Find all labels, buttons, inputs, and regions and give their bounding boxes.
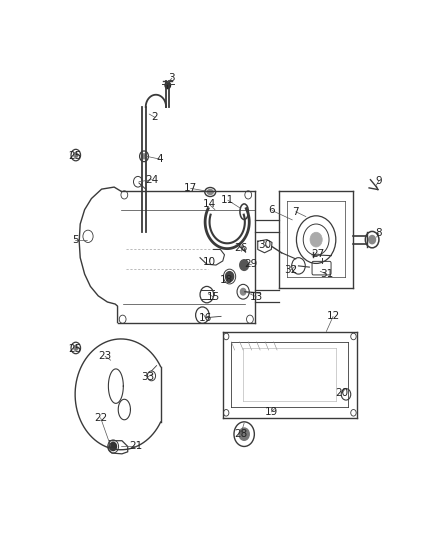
Text: 9: 9 (376, 176, 382, 186)
Text: 13: 13 (250, 292, 263, 302)
Text: 19: 19 (265, 407, 278, 417)
Text: 16: 16 (199, 313, 212, 324)
Circle shape (142, 154, 146, 159)
Circle shape (226, 272, 233, 281)
Text: 25: 25 (68, 151, 82, 161)
Text: 5: 5 (72, 235, 78, 245)
Text: 14: 14 (202, 199, 216, 209)
Text: 2: 2 (152, 112, 158, 122)
Text: 15: 15 (207, 292, 220, 302)
Circle shape (310, 232, 322, 247)
Text: 3: 3 (169, 74, 175, 83)
Circle shape (74, 152, 78, 158)
Text: 6: 6 (268, 206, 276, 215)
Text: 32: 32 (284, 265, 297, 275)
Text: 20: 20 (335, 388, 348, 398)
Circle shape (240, 260, 249, 270)
Ellipse shape (207, 190, 213, 195)
Text: 25: 25 (68, 344, 82, 354)
Text: 24: 24 (145, 175, 158, 185)
Text: 26: 26 (234, 243, 247, 253)
Text: 11: 11 (221, 195, 234, 205)
Text: 10: 10 (203, 257, 216, 267)
Circle shape (369, 236, 375, 244)
Circle shape (74, 345, 78, 350)
Text: 18: 18 (219, 275, 233, 285)
Text: 8: 8 (376, 228, 382, 238)
Text: 23: 23 (99, 351, 112, 361)
Text: 22: 22 (94, 413, 107, 423)
Text: 31: 31 (320, 269, 333, 279)
Circle shape (165, 82, 170, 88)
Text: 21: 21 (129, 441, 142, 451)
Text: 27: 27 (311, 248, 325, 259)
Text: 17: 17 (184, 183, 197, 193)
Circle shape (110, 442, 117, 450)
Text: 29: 29 (244, 259, 258, 269)
Text: 7: 7 (293, 207, 299, 217)
Text: 33: 33 (141, 372, 155, 382)
Text: 28: 28 (234, 429, 247, 439)
Circle shape (240, 288, 246, 295)
Text: 12: 12 (326, 311, 340, 321)
Circle shape (239, 428, 249, 440)
Text: 30: 30 (259, 240, 272, 251)
Text: 4: 4 (157, 154, 163, 164)
